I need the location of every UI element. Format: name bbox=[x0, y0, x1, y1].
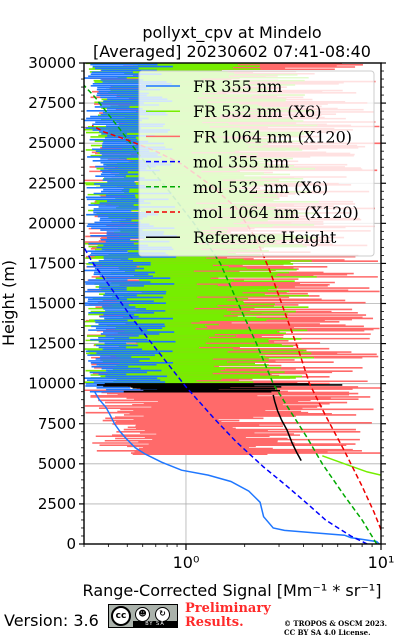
license-strip: BY SA bbox=[133, 621, 177, 627]
y-tick-label: 27500 bbox=[28, 94, 76, 112]
axes: 0 2500 5000 7500 10000 12500 15000 17500 20000 22… bbox=[28, 54, 394, 572]
y-tick-label: 30000 bbox=[28, 54, 76, 72]
y-tick-label: 15000 bbox=[28, 295, 76, 313]
version-label: Version: 3.6 bbox=[4, 611, 99, 630]
y-tick-label: 22500 bbox=[28, 174, 76, 192]
legend: FR 355 nm FR 532 nm (X6) FR 1064 nm (X120)… bbox=[138, 70, 375, 257]
legend-label: FR 355 nm bbox=[193, 77, 282, 96]
series-reference-height bbox=[272, 394, 302, 461]
y-tick-label: 10000 bbox=[28, 375, 76, 393]
preliminary-results-label: Preliminary Results. bbox=[185, 601, 271, 630]
series-mol-1064-nm-x120 bbox=[91, 124, 381, 530]
y-tick-label: 12500 bbox=[28, 335, 76, 353]
y-tick-label: 7500 bbox=[38, 415, 76, 433]
y-tick-label: 25000 bbox=[28, 134, 76, 152]
chart-title-line2: [Averaged] 20230602 07:41-08:40 bbox=[93, 42, 371, 61]
y-tick-label: 5000 bbox=[38, 455, 76, 473]
legend-box bbox=[138, 70, 375, 257]
legend-label: mol 355 nm bbox=[193, 153, 289, 172]
lidar-profile-chart: pollyxt_cpv at Mindelo [Averaged] 202306… bbox=[0, 23, 395, 600]
legend-label: Reference Height bbox=[193, 228, 337, 247]
legend-label: FR 532 nm (X6) bbox=[193, 102, 321, 121]
credit-line-2: CC BY SA 4.0 License. bbox=[284, 628, 371, 637]
cc-icon: cc bbox=[111, 606, 131, 626]
y-tick-label: 17500 bbox=[28, 254, 76, 272]
series-fr-355-nm bbox=[93, 391, 380, 544]
x-tick-label: 10⁰ bbox=[173, 553, 200, 572]
y-axis-label: Height (m) bbox=[0, 260, 18, 346]
cc-license-badge: cc ☻ ↻ BY SA bbox=[108, 604, 178, 628]
y-tick-label: 2500 bbox=[38, 495, 76, 513]
y-tick-label: 20000 bbox=[28, 214, 76, 232]
chart-title-line1: pollyxt_cpv at Mindelo bbox=[142, 23, 321, 43]
legend-label: FR 1064 nm (X120) bbox=[193, 127, 352, 146]
copyright-credit: © TROPOS & OSCM 2023. CC BY SA 4.0 Licen… bbox=[284, 619, 387, 637]
x-tick-label: 10¹ bbox=[368, 553, 395, 572]
legend-label: mol 532 nm (X6) bbox=[193, 178, 328, 197]
attribution-icon: ☻ bbox=[135, 607, 150, 622]
y-tick-label: 0 bbox=[66, 535, 76, 553]
credit-line-1: © TROPOS & OSCM 2023. bbox=[284, 619, 388, 628]
series-mol-532-nm-x6 bbox=[84, 84, 378, 544]
series-lines bbox=[84, 84, 381, 544]
series-mol-355-nm bbox=[84, 247, 368, 544]
share-alike-icon: ↻ bbox=[155, 607, 170, 622]
legend-label: mol 1064 nm (X120) bbox=[193, 203, 359, 222]
x-axis-label: Range-Corrected Signal [Mm⁻¹ * sr⁻¹] bbox=[83, 581, 382, 600]
series-fr-532-nm-x6 bbox=[322, 455, 381, 476]
